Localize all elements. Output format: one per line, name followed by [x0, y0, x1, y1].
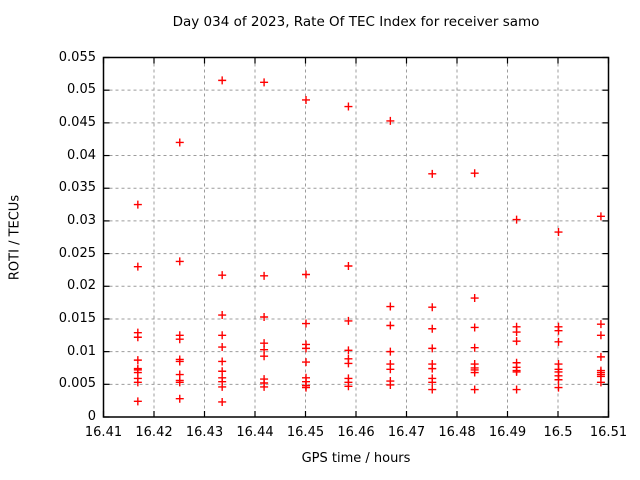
data-point-marker	[218, 76, 227, 85]
data-point-marker	[512, 337, 521, 346]
data-point-marker	[554, 383, 563, 392]
y-tick-label: 0.05	[67, 82, 96, 98]
y-tick-label: 0.045	[58, 114, 96, 130]
x-tick-label: 16.46	[337, 425, 375, 440]
data-point-marker	[554, 228, 563, 237]
x-tick-label: 16.49	[488, 425, 527, 440]
x-tick-label: 16.41	[84, 425, 123, 440]
data-point-marker	[302, 358, 311, 367]
data-point-marker	[133, 397, 142, 406]
data-point-marker	[386, 347, 395, 356]
data-point-marker	[344, 359, 353, 368]
data-point-marker	[428, 378, 437, 387]
data-point-marker	[596, 352, 605, 361]
data-point-marker	[512, 385, 521, 394]
data-point-marker	[260, 382, 269, 391]
data-point-marker	[596, 331, 605, 340]
y-tick-label: 0	[87, 409, 96, 424]
data-point-marker	[470, 169, 479, 178]
y-tick-label: 0.035	[58, 180, 96, 196]
data-point-marker	[470, 323, 479, 332]
x-tick-label: 16.51	[589, 425, 628, 440]
y-tick-label: 0.025	[58, 245, 96, 261]
data-point-marker	[302, 344, 311, 353]
data-point-marker	[428, 364, 437, 373]
data-point-marker	[428, 303, 437, 312]
data-point-marker	[302, 319, 311, 328]
data-point-marker	[260, 78, 269, 87]
data-point-marker	[596, 320, 605, 329]
data-point-marker	[175, 378, 184, 387]
y-tick-label: 0.015	[58, 310, 96, 326]
data-point-marker	[428, 385, 437, 394]
data-point-marker	[344, 316, 353, 325]
data-point-marker	[175, 357, 184, 366]
data-point-marker	[218, 357, 227, 366]
data-point-marker	[386, 365, 395, 374]
data-point-marker	[175, 257, 184, 266]
data-point-marker	[175, 394, 184, 403]
data-point-marker	[554, 375, 563, 384]
x-axis-label: GPS time / hours	[301, 451, 411, 466]
data-point-marker	[133, 333, 142, 342]
data-point-marker	[470, 368, 479, 377]
data-point-marker	[344, 102, 353, 111]
data-point-marker	[133, 262, 142, 271]
data-point-marker	[344, 262, 353, 271]
y-tick-label: 0.005	[58, 376, 96, 392]
chart-title: Day 034 of 2023, Rate Of TEC Index for r…	[172, 14, 540, 30]
data-point-marker	[218, 397, 227, 406]
x-tick-label: 16.48	[438, 425, 476, 440]
data-point-marker	[302, 270, 311, 279]
data-point-marker	[133, 200, 142, 209]
data-point-marker	[596, 212, 605, 221]
data-point-marker	[554, 337, 563, 346]
data-point-marker	[386, 380, 395, 389]
y-tick-label: 0.03	[67, 212, 96, 228]
data-point-marker	[344, 382, 353, 391]
data-point-marker	[302, 383, 311, 392]
x-tick-label: 16.45	[286, 425, 325, 440]
data-point-marker	[260, 352, 269, 361]
data-point-marker	[133, 356, 142, 365]
data-point-marker	[218, 382, 227, 391]
data-point-marker	[428, 169, 437, 178]
data-point-marker	[386, 302, 395, 311]
data-point-marker	[218, 331, 227, 340]
data-point-marker	[554, 326, 563, 335]
data-point-marker	[428, 324, 437, 333]
y-tick-label: 0.02	[67, 278, 96, 294]
data-point-marker	[175, 335, 184, 344]
data-point-marker	[218, 271, 227, 280]
data-point-marker	[175, 138, 184, 147]
data-point-marker	[428, 344, 437, 353]
data-point-marker	[386, 321, 395, 330]
data-point-marker	[344, 346, 353, 355]
data-point-marker	[260, 312, 269, 321]
data-point-marker	[218, 311, 227, 320]
data-point-marker	[133, 378, 142, 387]
y-tick-label: 0.01	[67, 343, 96, 359]
y-tick-label: 0.04	[67, 147, 96, 163]
x-tick-label: 16.47	[387, 425, 426, 440]
x-tick-label: 16.43	[185, 425, 224, 440]
data-point-marker	[512, 328, 521, 337]
y-tick-label: 0.055	[58, 49, 96, 65]
x-tick-label: 16.44	[236, 425, 274, 440]
data-point-marker	[302, 95, 311, 104]
data-point-marker	[218, 343, 227, 352]
data-point-marker	[512, 367, 521, 376]
y-axis-label: ROTI / TECUs	[7, 194, 23, 281]
data-point-marker	[596, 378, 605, 387]
data-point-marker	[512, 215, 521, 224]
data-point-marker	[260, 271, 269, 280]
data-point-marker	[386, 116, 395, 125]
data-point-marker	[470, 385, 479, 394]
x-tick-label: 16.5	[543, 425, 573, 440]
data-point-marker	[470, 294, 479, 303]
data-point-marker	[470, 343, 479, 352]
x-tick-label: 16.42	[135, 425, 173, 440]
